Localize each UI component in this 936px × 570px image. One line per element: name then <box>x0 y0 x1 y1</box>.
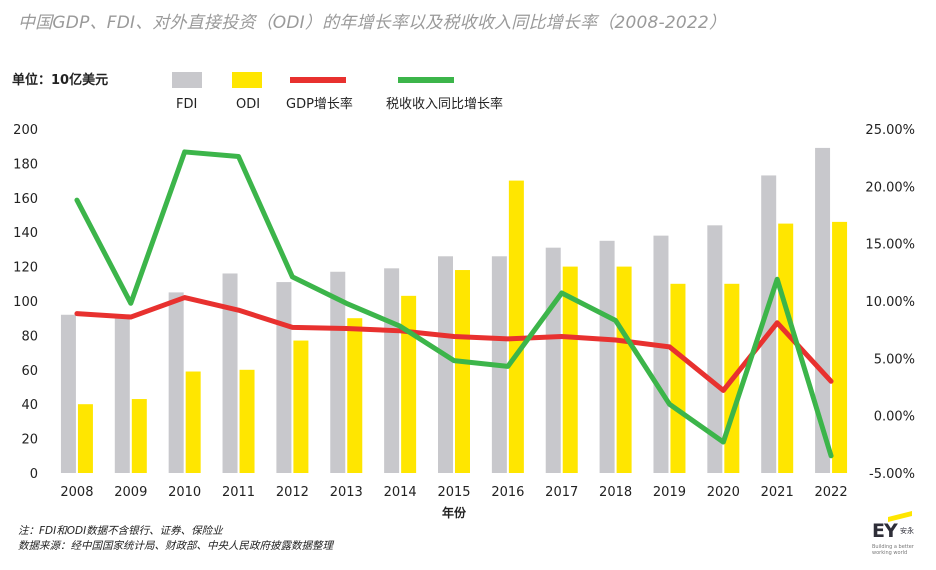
y-left-tick-label: 60 <box>21 364 38 379</box>
odi-bar <box>131 399 147 473</box>
logo-tagline: Building a better working world <box>872 544 914 556</box>
note-exclusion: 注：FDI和ODI数据不含银行、证券、保险业 <box>18 525 223 537</box>
chart-canvas: 单位：10亿美元 FDI ODI GDP增长率 税收收入同比增长率 0 20 40 60 80 10… <box>12 72 915 520</box>
fdi-bar <box>168 292 184 473</box>
chart-title: 中国GDP、FDI、对外直接投资（ODI）的年增长率以及税收收入同比增长率（20… <box>18 13 727 33</box>
odi-bar <box>185 371 201 473</box>
x-tick-label: 2021 <box>761 485 794 500</box>
x-tick-label: 2018 <box>599 485 632 500</box>
y-left-tick-label: 0 <box>30 467 38 482</box>
y-left-tick-label: 180 <box>13 157 38 172</box>
x-tick-label: 2012 <box>276 485 309 500</box>
fdi-bar <box>761 175 777 473</box>
y-right-tick-label: -5.00% <box>869 467 915 482</box>
legend-label-3: 税收收入同比增长率 <box>386 96 503 112</box>
y-left-tick-label: 100 <box>13 295 38 310</box>
odi-bar <box>778 223 794 473</box>
fdi-bar <box>438 256 453 473</box>
odi-bar <box>508 180 524 473</box>
gdp-growth-line <box>74 295 834 393</box>
odi-bar <box>832 221 848 473</box>
y-left-tick-label: 40 <box>21 398 38 413</box>
logo-cn-text: 安永 <box>900 527 914 535</box>
odi-bar <box>77 404 93 473</box>
legend-label-0: FDI <box>176 97 197 112</box>
tax-growth-line <box>74 149 834 459</box>
legend-label-2: GDP增长率 <box>286 96 353 112</box>
y-left-tick-label: 200 <box>13 123 38 138</box>
odi-bar <box>616 266 632 473</box>
odi-bar <box>670 283 686 473</box>
y-right-tick-label: 5.00% <box>874 352 915 367</box>
x-tick-label: 2011 <box>222 485 255 500</box>
ey-logo: EY 安永 Building a better working world <box>872 511 928 564</box>
y-right-tick-label: 25.00% <box>865 123 915 138</box>
fdi-bar <box>815 147 831 474</box>
y-left-tick-label: 140 <box>13 226 38 241</box>
logo-text: EY <box>872 520 898 542</box>
fdi-bar <box>545 247 561 473</box>
legend-swatch-1 <box>232 72 262 88</box>
x-tick-label: 2010 <box>168 485 201 500</box>
fdi-bar <box>384 268 400 473</box>
fdi-bar <box>599 240 615 473</box>
fdi-bar <box>276 282 292 473</box>
odi-bar <box>455 270 470 473</box>
fdi-bar <box>60 314 76 473</box>
fdi-bar <box>330 271 346 473</box>
x-tick-label: 2017 <box>545 485 578 500</box>
y-right-tick-label: 10.00% <box>865 295 915 310</box>
fdi-bar <box>707 225 723 473</box>
y-left-tick-label: 20 <box>21 433 38 448</box>
odi-bar <box>347 318 363 473</box>
x-tick-label: 2013 <box>330 485 363 500</box>
fdi-bar <box>222 273 238 473</box>
x-tick-label: 2015 <box>437 485 470 500</box>
y-right-tick-label: 15.00% <box>865 238 915 253</box>
legend-label-1: ODI <box>236 97 260 112</box>
y-left-tick-label: 120 <box>13 261 38 276</box>
odi-bar <box>293 340 309 473</box>
y-left-tick-label: 80 <box>21 329 38 344</box>
x-tick-label: 2014 <box>384 485 417 500</box>
y-left-tick-label: 160 <box>13 192 38 207</box>
x-tick-label: 2019 <box>653 485 686 500</box>
fdi-bar <box>653 235 669 473</box>
x-tick-label: 2022 <box>815 485 848 500</box>
legend-swatch-0 <box>172 72 202 88</box>
x-tick-label: 2020 <box>707 485 740 500</box>
odi-bar <box>239 369 255 473</box>
note-source: 数据来源：经中国国家统计局、财政部、中央人民政府披露数据整理 <box>18 540 333 552</box>
y-axis-unit-label: 单位：10亿美元 <box>12 72 108 88</box>
x-tick-label: 2016 <box>491 485 524 500</box>
x-tick-label: 2009 <box>114 485 147 500</box>
fdi-bar <box>114 318 130 473</box>
odi-bar <box>562 266 578 473</box>
notes-block: 注：FDI和ODI数据不含银行、证券、保险业 数据来源：经中国国家统计局、财政部… <box>18 524 333 554</box>
x-tick-label: 2008 <box>60 485 93 500</box>
odi-bar <box>401 295 417 473</box>
y-right-tick-label: 0.00% <box>874 410 915 425</box>
x-axis-title: 年份 <box>442 505 467 520</box>
y-right-tick-label: 20.00% <box>865 180 915 195</box>
